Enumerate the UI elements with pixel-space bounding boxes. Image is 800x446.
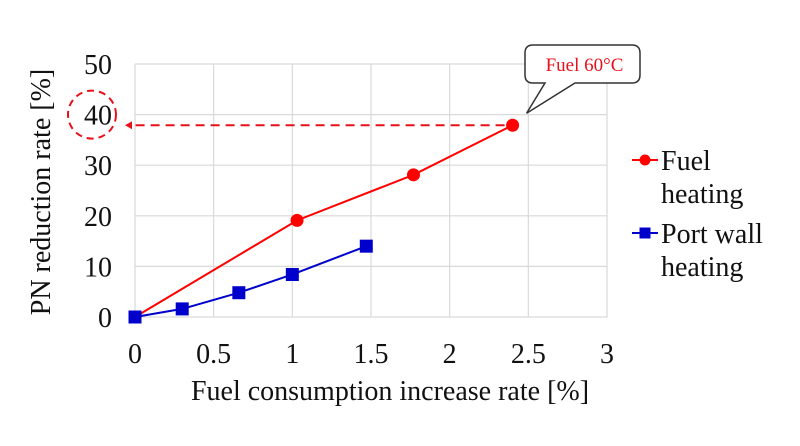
series-port-wall-heating <box>128 239 373 324</box>
data-point <box>285 267 299 281</box>
x-tick-labels: 0 0.5 1 1.5 2 2.5 3 <box>128 339 614 370</box>
grid <box>134 63 608 318</box>
legend-label: Port wall <box>661 219 763 250</box>
y-tick-label: 10 <box>84 252 112 283</box>
legend-label: heating <box>661 252 743 283</box>
series-group <box>128 118 520 324</box>
x-tick-label: 2.5 <box>511 339 546 370</box>
legend-marker-square-icon <box>639 227 651 239</box>
series-line <box>134 245 367 318</box>
y-tick-label: 50 <box>84 50 112 81</box>
data-point <box>506 118 520 132</box>
highlight-circle <box>67 89 117 140</box>
x-tick-label: 0.5 <box>196 339 231 370</box>
series-line <box>134 124 514 318</box>
data-point <box>232 286 246 300</box>
arrowhead-icon <box>125 121 132 130</box>
callout-box <box>524 44 641 114</box>
x-tick-label: 3 <box>600 339 614 370</box>
y-tick-label: 20 <box>84 202 112 233</box>
callout-text: Fuel 60°C <box>546 55 624 76</box>
x-axis-label: Fuel consumption increase rate [%] <box>191 376 589 407</box>
x-tick-label: 0 <box>128 339 142 370</box>
data-point <box>406 168 420 182</box>
data-point <box>290 213 304 227</box>
legend-label: heating <box>661 179 743 210</box>
data-point <box>175 302 189 316</box>
x-tick-label: 1.5 <box>354 339 389 370</box>
x-tick-label: 2 <box>443 339 457 370</box>
data-point <box>359 239 373 253</box>
x-tick-label: 1 <box>285 339 299 370</box>
series-fuel-heating <box>128 118 520 324</box>
y-tick-label: 40 <box>84 101 112 132</box>
y-tick-labels: 0 10 20 30 40 50 <box>84 50 112 334</box>
annotations: Fuel 60°C <box>67 44 641 140</box>
legend-marker-circle-icon <box>639 154 651 166</box>
data-point <box>128 310 142 324</box>
y-axis-label: PN reduction rate [%] <box>26 69 57 315</box>
y-tick-label: 0 <box>98 303 112 334</box>
legend-label: Fuel <box>661 146 711 177</box>
y-tick-label: 30 <box>84 151 112 182</box>
